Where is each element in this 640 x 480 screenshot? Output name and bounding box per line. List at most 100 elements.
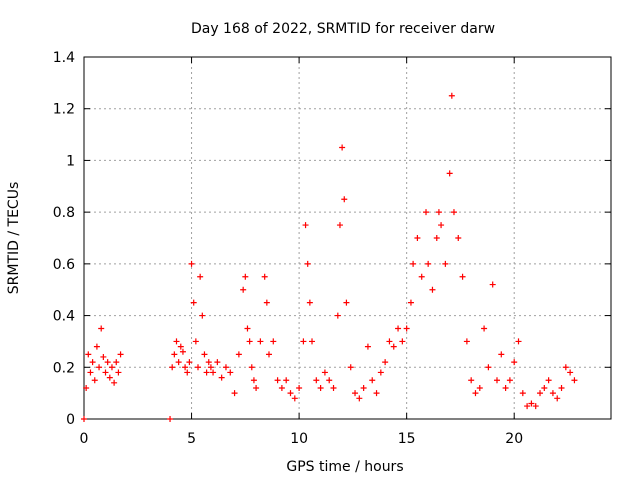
data-point (313, 377, 320, 384)
data-point (296, 384, 303, 391)
data-point (489, 281, 496, 288)
data-point (218, 374, 225, 381)
y-axis-label: SRMTID / TECUs (6, 182, 22, 295)
data-point (567, 369, 574, 376)
data-point (309, 338, 316, 345)
data-point (240, 286, 247, 293)
data-point (195, 364, 202, 371)
data-point (515, 338, 522, 345)
data-point (399, 338, 406, 345)
data-point (442, 260, 449, 267)
y-tick-label: 0.8 (53, 205, 75, 221)
data-point (498, 351, 505, 358)
data-point (115, 369, 122, 376)
data-point (326, 377, 333, 384)
data-point (472, 390, 479, 397)
data-point (537, 390, 544, 397)
data-point (117, 351, 124, 358)
data-point (108, 364, 115, 371)
data-point (459, 273, 466, 280)
data-point (169, 364, 176, 371)
data-point (382, 359, 389, 366)
data-point (438, 222, 445, 229)
y-tick-label: 1 (66, 153, 75, 169)
data-point (532, 403, 539, 410)
data-point (304, 260, 311, 267)
x-tick-label: 5 (187, 431, 196, 447)
data-point (485, 364, 492, 371)
data-point (410, 260, 417, 267)
data-point (395, 325, 402, 332)
data-point (231, 390, 238, 397)
data-point (246, 338, 253, 345)
data-point (291, 395, 298, 402)
data-point (283, 377, 290, 384)
data-point (106, 374, 113, 381)
data-point (188, 260, 195, 267)
x-axis-label: GPS time / hours (286, 459, 403, 475)
y-tick-label: 1.2 (53, 102, 75, 118)
data-point (100, 353, 107, 360)
data-point (179, 348, 186, 355)
data-point (558, 384, 565, 391)
data-point (549, 390, 556, 397)
x-tick-label: 0 (80, 431, 89, 447)
data-point (222, 364, 229, 371)
chart-title: Day 168 of 2022, SRMTID for receiver dar… (191, 21, 495, 37)
data-point (235, 351, 242, 358)
data-point (476, 384, 483, 391)
data-points (81, 92, 578, 422)
y-tick-label: 0.6 (53, 257, 75, 273)
data-point (227, 369, 234, 376)
data-point (341, 196, 348, 203)
data-point (554, 395, 561, 402)
data-point (481, 325, 488, 332)
data-point (330, 384, 337, 391)
data-point (300, 338, 307, 345)
data-point (274, 377, 281, 384)
data-point (98, 325, 105, 332)
data-point (336, 222, 343, 229)
data-point (113, 359, 120, 366)
data-point (545, 377, 552, 384)
data-point (446, 170, 453, 177)
data-point (493, 377, 500, 384)
data-point (433, 235, 440, 241)
data-point (253, 384, 260, 391)
data-point (287, 390, 294, 397)
data-point (317, 384, 324, 391)
data-point (96, 364, 103, 371)
data-point (205, 359, 212, 366)
x-tick-label: 20 (505, 431, 523, 447)
data-point (352, 390, 359, 397)
data-point (173, 338, 180, 345)
data-point (102, 369, 109, 376)
data-point (425, 260, 432, 267)
data-point (278, 384, 285, 391)
data-point (519, 390, 526, 397)
data-point (85, 351, 92, 358)
data-point (502, 384, 509, 391)
data-point (203, 369, 210, 376)
data-point (265, 351, 272, 358)
data-point (386, 338, 393, 345)
plot-frame (83, 56, 612, 420)
data-point (87, 369, 94, 376)
data-point (201, 351, 208, 358)
data-point (210, 369, 217, 376)
data-point (414, 235, 421, 241)
data-point (242, 273, 249, 280)
data-point (199, 312, 206, 319)
data-point (192, 338, 199, 345)
data-point (186, 359, 193, 366)
data-point (197, 273, 204, 280)
y-tick-label: 0 (66, 412, 75, 428)
data-point (261, 273, 268, 280)
data-point (306, 299, 313, 306)
data-point (364, 343, 371, 350)
grid (84, 57, 611, 419)
data-point (347, 364, 354, 371)
data-point (334, 312, 341, 319)
x-tick-label: 15 (398, 431, 416, 447)
